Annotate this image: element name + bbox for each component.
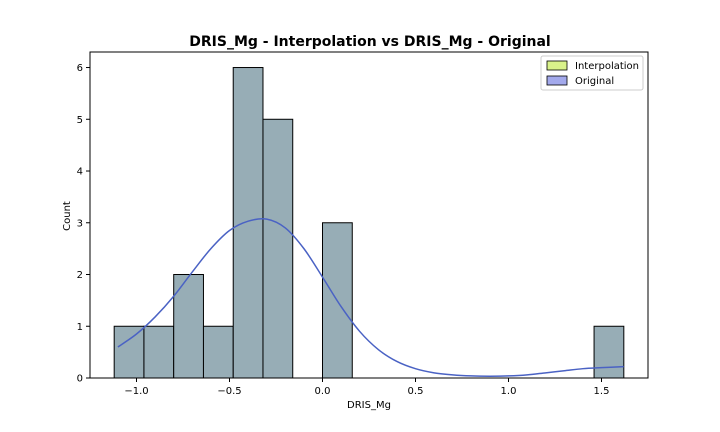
x-tick-label-1: −0.5 [217,386,241,397]
y-tick-label-5: 5 [77,115,83,126]
y-tick-label-3: 3 [77,218,83,229]
plot-frame [89,51,649,379]
x-tick-label-0: −1.0 [124,386,148,397]
histogram-bar-3 [202,325,234,379]
histogram-bar-4 [232,67,264,379]
y-tick-label-4: 4 [77,167,83,178]
x-tick-label-5: 1.5 [594,386,610,397]
chart-title: DRIS_Mg - Interpolation vs DRIS_Mg - Ori… [189,34,550,50]
y-tick-label-0: 0 [77,374,83,385]
legend-label-0: Interpolation [575,61,639,72]
x-tick-label-4: 1.0 [501,386,517,397]
y-tick-label-6: 6 [77,63,83,74]
histogram-bar-2 [173,274,204,379]
legend-swatch-0 [546,60,568,71]
histogram-bar-0 [113,325,145,379]
x-tick-label-2: 0.0 [315,386,331,397]
legend: Interpolation Original [540,55,644,91]
histogram-bar-8 [593,325,625,379]
legend-label-1: Original [575,76,614,87]
histogram-bar-1 [143,325,175,379]
axes-layer: −1.0 −0.5 0.0 0.5 1.0 1.5 0 1 2 3 4 5 6 [77,51,649,397]
x-axis-label: DRIS_Mg [347,400,391,411]
x-tick-label-3: 0.5 [408,386,424,397]
histogram-bar-5 [262,118,294,379]
kde-layer [117,217,624,377]
y-tick-label-2: 2 [77,270,83,281]
y-tick-label-1: 1 [77,322,83,333]
y-axis-label: Count [62,201,73,231]
kde-curve [117,217,624,377]
legend-swatch-1 [546,75,568,86]
bars-layer [113,67,625,379]
